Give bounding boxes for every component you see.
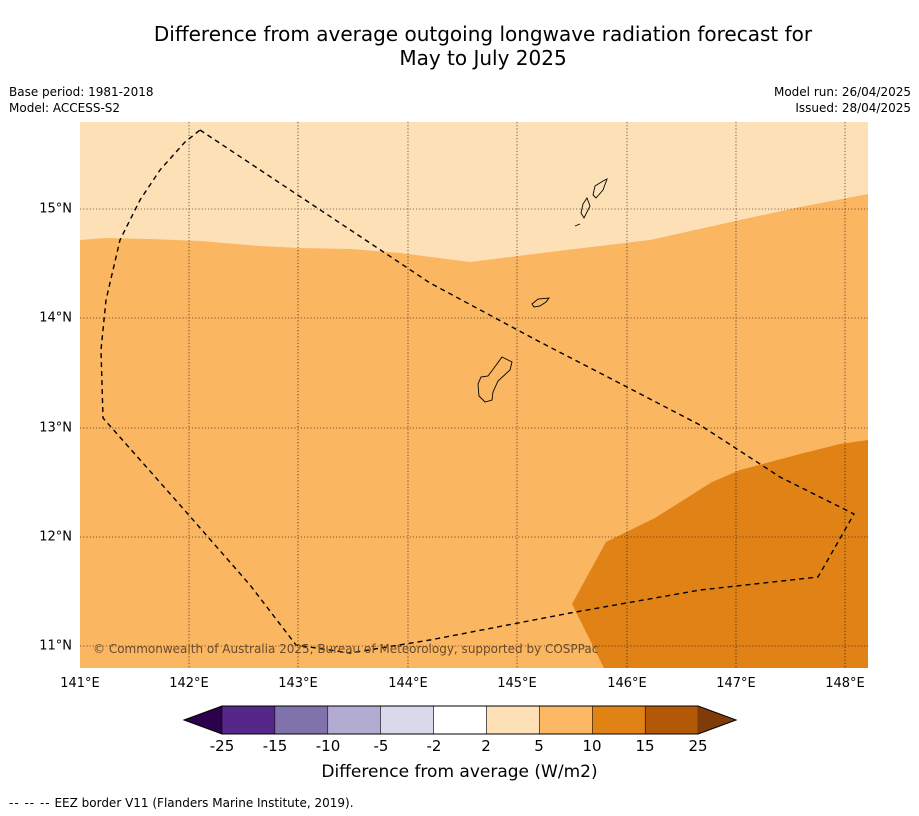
lat-label-14n: 14°N [39,310,72,326]
gridlines [80,122,868,668]
meta-right: Model run: 26/04/2025 Issued: 28/04/2025 [774,84,911,116]
lon-label-142e: 142°E [169,676,209,691]
colorbar-outline [182,705,738,735]
cb-label-5: 2 [481,737,491,755]
colorbar-segment [221,705,276,735]
cb-label-4: -2 [426,737,442,755]
lon-label-146e: 146°E [607,676,647,691]
map-title: Difference from average outgoing longwav… [0,22,919,70]
cb-label-8: 15 [635,737,655,755]
title-line-2: May to July 2025 [399,46,567,70]
lon-label-141e: 141°E [60,676,100,691]
eez-legend-text: EEZ border V11 (Flanders Marine Institut… [54,796,354,810]
colorbar-segment [274,705,329,735]
guam-outline [477,356,513,403]
aguijan-outline [574,223,581,227]
eez-legend-dashes: -- -- -- [9,796,51,810]
colorbar-segment [327,705,381,735]
cb-label-2: -10 [315,737,341,755]
cb-label-0: -25 [209,737,235,755]
cb-label-6: 5 [534,737,544,755]
anomaly-band-10-15 [572,440,868,668]
colorbar-title: Difference from average (W/m2) [321,762,598,782]
copyright-notice: © Commonwealth of Australia 2025, Bureau… [93,642,599,656]
lon-label-143e: 143°E [278,676,318,691]
lat-label-15n: 15°N [39,201,72,217]
colorbar-segment [539,705,593,735]
colorbar-extend-high [698,706,737,734]
issued-date: Issued: 28/04/2025 [795,101,911,115]
eez-border [100,129,855,654]
colorbar-segment [433,705,487,735]
lon-label-145e: 145°E [497,676,537,691]
colorbar-extend-low [184,706,222,734]
cb-label-7: 10 [582,737,602,755]
colorbar-segment [380,705,434,735]
islands [477,178,608,403]
lon-label-147e: 147°E [716,676,756,691]
saipan-outline [592,178,608,199]
colorbar-segment [486,705,540,735]
rota-outline [531,297,550,308]
lat-label-13n: 13°N [39,420,72,436]
colorbar-segment [592,705,646,735]
model-name: Model: ACCESS-S2 [9,101,121,115]
lat-label-11n: 11°N [39,638,72,654]
model-run: Model run: 26/04/2025 [773,85,911,99]
cb-label-3: -5 [373,737,389,755]
lon-label-144e: 144°E [388,676,428,691]
cb-label-9: 25 [688,737,708,755]
lat-label-12n: 12°N [39,529,72,545]
colorbar [182,705,738,735]
lon-label-148e: 148°E [825,676,865,691]
base-period: Base period: 1981-2018 [9,85,154,99]
cb-label-1: -15 [262,737,288,755]
tinian-outline [580,197,591,219]
map-plot-area [80,122,868,668]
meta-left: Base period: 1981-2018 Model: ACCESS-S2 [9,84,154,116]
footnote: -- -- -- EEZ border V11 (Flanders Marine… [9,796,354,810]
colorbar-segment [644,705,699,735]
title-line-1: Difference from average outgoing longwav… [153,22,813,46]
